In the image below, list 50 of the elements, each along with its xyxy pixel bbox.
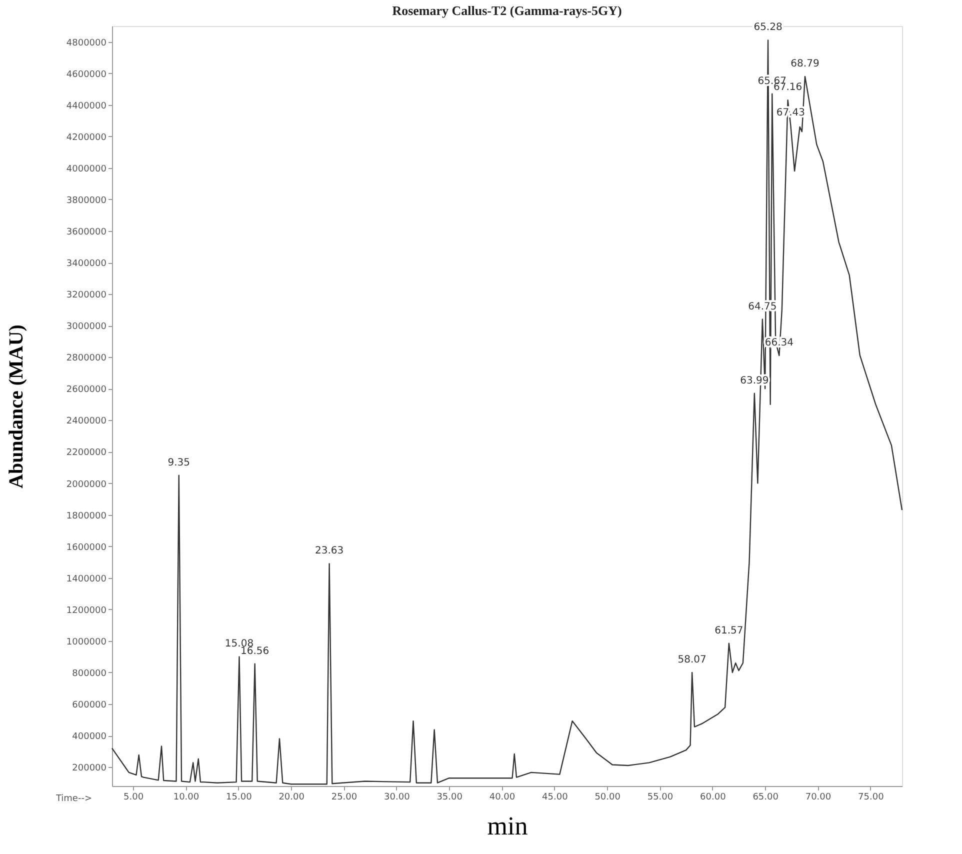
x-tick-label: 60.00: [700, 792, 726, 802]
y-tick-label: 600000: [72, 700, 107, 711]
y-tick-label: 4600000: [66, 70, 107, 80]
y-tick-label: 3400000: [66, 259, 107, 270]
text: Time-->: [54, 794, 92, 804]
y-tick-label: 2200000: [66, 448, 107, 458]
x-tick-label: 55.00: [647, 792, 674, 802]
x-tick-label: 65.00: [752, 792, 779, 802]
x-tick-label: 10.00: [173, 792, 200, 802]
x-tick-label: 50.00: [594, 792, 621, 802]
x-tick-label: 15.00: [226, 792, 252, 802]
y-tick-label: 400000: [72, 732, 107, 742]
y-axis-title: Abundance (MAU): [5, 324, 28, 488]
y-tick-label: 3000000: [66, 322, 107, 332]
x-tick-label: 45.00: [542, 792, 568, 802]
annotation: 67.16: [774, 82, 802, 94]
y-tick-label: 200000: [72, 764, 107, 774]
y-tick-label: 4000000: [66, 164, 107, 174]
chart-title: Rosemary Callus-T2 (Gamma-rays-5GY): [392, 3, 622, 18]
x-tick-label: 40.00: [489, 792, 516, 802]
y-tick-label: 2600000: [66, 385, 107, 396]
y-tick-label: 1800000: [66, 511, 107, 522]
y-tick-label: 1200000: [66, 606, 107, 616]
x-tick-label: 30.00: [384, 792, 410, 802]
annotation: 58.07: [678, 654, 706, 666]
x-tick-label: 35.00: [436, 792, 463, 802]
annotation: 9.35: [168, 457, 190, 468]
y-tick-label: 1000000: [66, 637, 107, 648]
x-tick-label: 5.00: [124, 792, 144, 802]
y-tick-label: 2000000: [66, 480, 107, 490]
x-tick-label: 75.00: [858, 792, 884, 802]
x-tick-label: 25.00: [331, 792, 358, 802]
x-tick-label: 20.00: [278, 792, 305, 802]
y-tick-label: 4800000: [66, 38, 107, 48]
annotation: 65.28: [754, 22, 782, 34]
annotation: 61.57: [714, 625, 744, 636]
y-tick-label: 1400000: [66, 574, 107, 584]
y-tick-label: 1600000: [66, 542, 107, 553]
annotation: 68.79: [790, 58, 820, 70]
x-tick-label: 70.00: [805, 792, 832, 802]
annotation: 23.63: [314, 546, 344, 557]
y-tick-label: 3800000: [66, 196, 107, 206]
y-tick-label: 4200000: [66, 132, 107, 143]
y-tick-label: 2400000: [66, 416, 107, 427]
y-tick-label: 2800000: [66, 354, 107, 364]
y-tick-label: 4400000: [66, 101, 107, 112]
y-tick-label: 3600000: [66, 227, 107, 238]
x-axis-title: min: [487, 812, 528, 840]
y-tick-label: 800000: [72, 668, 107, 679]
y-tick-label: 3200000: [66, 290, 107, 301]
